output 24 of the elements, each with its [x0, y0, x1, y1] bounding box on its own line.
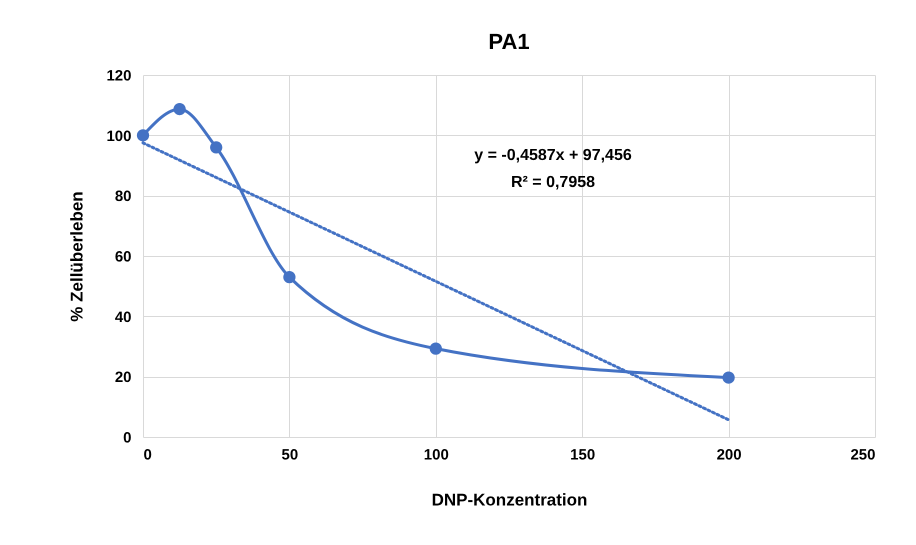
x-tick-label: 250	[850, 446, 876, 464]
point	[283, 271, 296, 284]
annotation: y = -0,4587x + 97,456	[474, 147, 632, 164]
x-tick-label: 100	[424, 446, 449, 464]
y-tick-label: 120	[106, 68, 132, 84]
x-tick-label: 200	[716, 446, 742, 464]
point	[722, 371, 735, 384]
y-axis-title: % Zellüberleben	[67, 191, 86, 322]
x-tick-label: 50	[282, 446, 298, 464]
annotation: R² = 0,7958	[510, 174, 596, 191]
y-tick-label: 0	[123, 430, 132, 446]
point	[430, 342, 442, 355]
y-tick-label: 80	[114, 188, 132, 206]
y-tick-label: 100	[106, 128, 132, 145]
point	[173, 102, 186, 116]
x-tick-label: 0	[144, 446, 152, 464]
point	[210, 141, 222, 154]
y-tick-label: 20	[114, 369, 132, 386]
x-tick-label: 150	[570, 446, 596, 464]
y-tick-label: 60	[114, 248, 132, 266]
x-axis-title: DNP-Konzentration	[432, 490, 588, 510]
chart-title: PA1	[488, 29, 530, 54]
y-tick-label: 40	[114, 308, 132, 326]
point	[136, 129, 150, 142]
